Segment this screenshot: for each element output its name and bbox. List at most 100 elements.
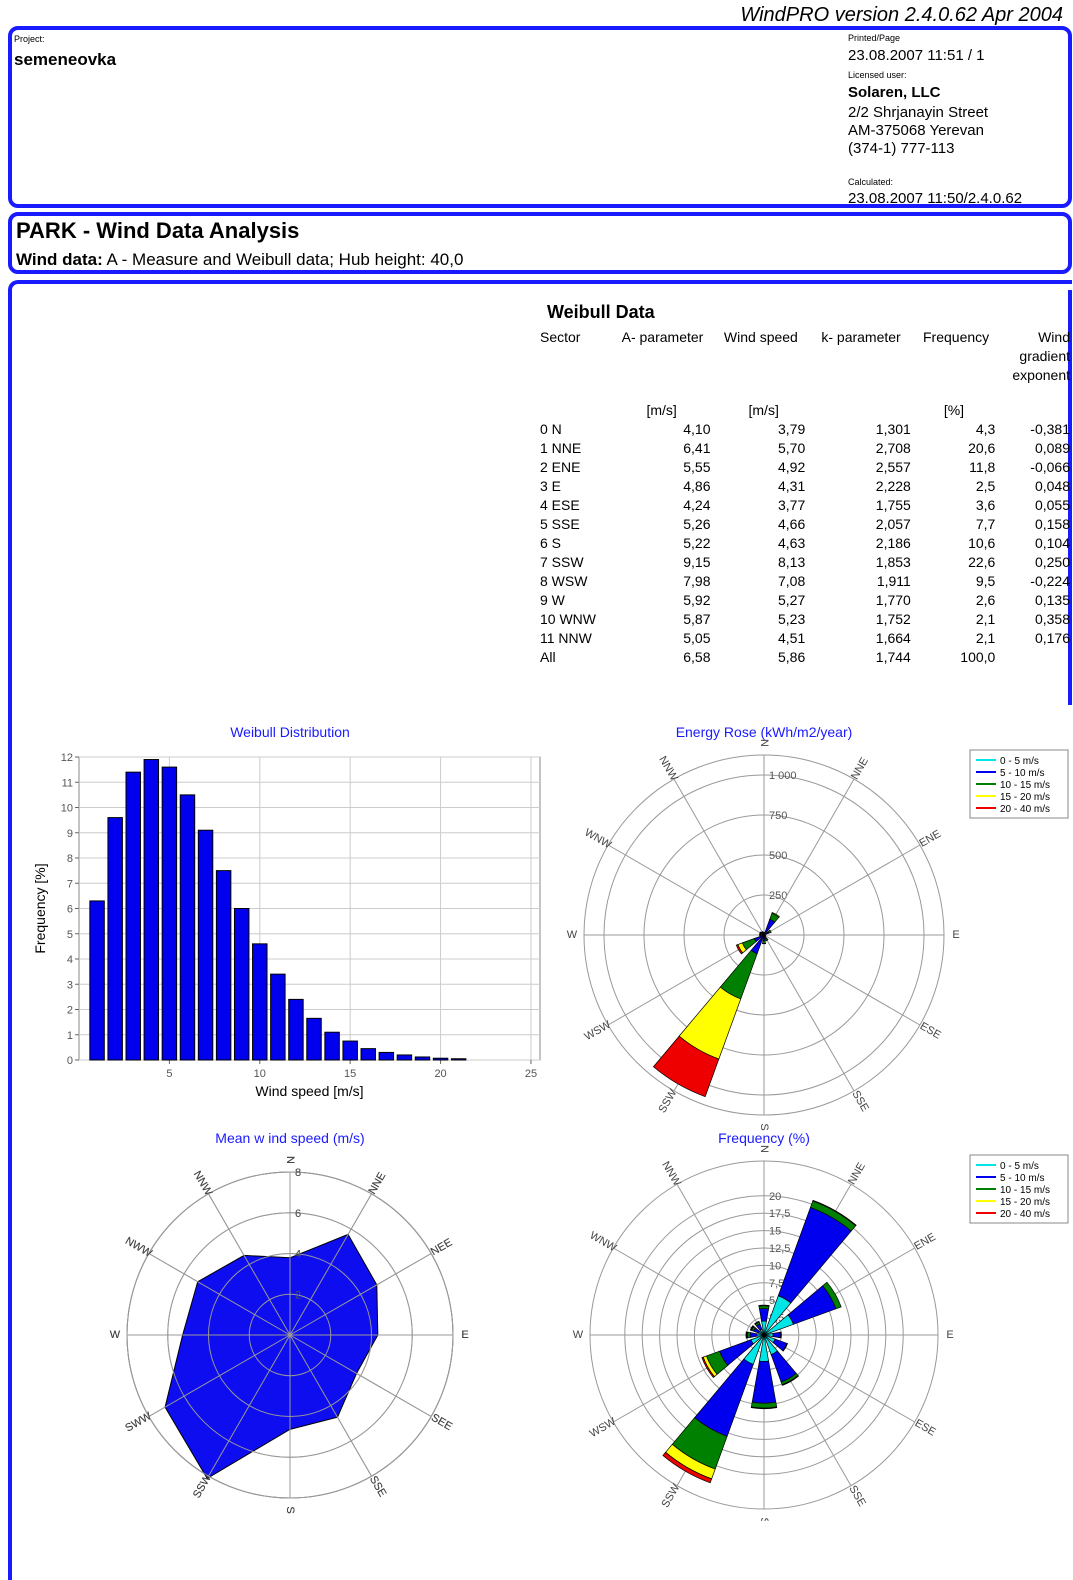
cell: 1,744 bbox=[808, 648, 914, 667]
cell: 4 ESE bbox=[537, 496, 611, 515]
bar bbox=[198, 830, 212, 1060]
direction-label: NNW bbox=[659, 1159, 683, 1188]
r-tick-label: 12,5 bbox=[769, 1243, 790, 1255]
chart-title: Mean w ind speed (m/s) bbox=[215, 1130, 364, 1146]
cell: 1,755 bbox=[808, 496, 914, 515]
legend-label: 20 - 40 m/s bbox=[1000, 804, 1050, 815]
wind-text: A - Measure and Weibull data; Hub height… bbox=[107, 250, 464, 269]
y-tick-label: 11 bbox=[62, 777, 73, 789]
address-line: (374-1) 777-113 bbox=[848, 140, 988, 158]
direction-label: NNW bbox=[191, 1169, 215, 1198]
cell: 2,057 bbox=[808, 515, 914, 534]
x-tick-label: 10 bbox=[254, 1068, 266, 1080]
direction-label: SWW bbox=[123, 1410, 154, 1435]
cell: 7,08 bbox=[714, 572, 809, 591]
cell: 5,70 bbox=[714, 439, 809, 458]
legend-label: 10 - 15 m/s bbox=[1000, 1185, 1050, 1196]
x-axis-label: Wind speed [m/s] bbox=[255, 1083, 363, 1099]
bar bbox=[343, 1041, 357, 1060]
bar bbox=[271, 974, 285, 1060]
direction-label: S bbox=[284, 1506, 296, 1513]
direction-label: W bbox=[567, 929, 578, 941]
x-tick-label: 5 bbox=[166, 1068, 172, 1080]
direction-label: SSE bbox=[367, 1474, 388, 1499]
legend-label: 0 - 5 m/s bbox=[1000, 1161, 1039, 1172]
direction-label: SSW bbox=[659, 1482, 682, 1510]
bar bbox=[325, 1032, 339, 1060]
column-header: Wind speed bbox=[714, 328, 809, 401]
cell: 4,92 bbox=[714, 458, 809, 477]
direction-label: WSW bbox=[588, 1415, 619, 1440]
section-title: PARK - Wind Data Analysis bbox=[16, 218, 299, 244]
column-header: Sector bbox=[537, 328, 611, 401]
cell: 0,358 bbox=[998, 610, 1073, 629]
cell: 4,66 bbox=[714, 515, 809, 534]
direction-label: N bbox=[758, 1145, 770, 1153]
r-tick-label: 10 bbox=[769, 1260, 781, 1272]
cell: 1,853 bbox=[808, 553, 914, 572]
cell: 8,13 bbox=[714, 553, 809, 572]
cell: 5,86 bbox=[714, 648, 809, 667]
cell: 10 WNW bbox=[537, 610, 611, 629]
cell: 4,24 bbox=[611, 496, 713, 515]
cell: 1,770 bbox=[808, 591, 914, 610]
direction-label: NEE bbox=[429, 1237, 455, 1259]
cell: 100,0 bbox=[914, 648, 998, 667]
cell: -0,224 bbox=[998, 572, 1073, 591]
direction-label: E bbox=[952, 929, 959, 941]
y-axis-label: Frequency [%] bbox=[32, 863, 48, 953]
cell: 1,752 bbox=[808, 610, 914, 629]
cell: 0,250 bbox=[998, 553, 1073, 572]
cell: All bbox=[537, 648, 611, 667]
rose-segment bbox=[773, 1332, 781, 1338]
rose-segment bbox=[759, 1305, 769, 1306]
direction-label: E bbox=[946, 1329, 953, 1341]
r-tick-label: 20 bbox=[769, 1191, 781, 1203]
rose-segment bbox=[752, 1361, 776, 1403]
wind-label: Wind data: bbox=[16, 250, 103, 269]
legend-label: 5 - 10 m/s bbox=[1000, 1173, 1044, 1184]
units-row: [m/s][m/s][%] bbox=[537, 401, 1073, 420]
version: WindPRO version 2.4.0.62 Apr 2004 bbox=[740, 4, 1063, 27]
bar bbox=[451, 1059, 465, 1060]
direction-label: W bbox=[110, 1329, 121, 1341]
cell: 2,5 bbox=[914, 477, 998, 496]
direction-label: NNW bbox=[656, 754, 680, 783]
cell: 22,6 bbox=[914, 553, 998, 572]
printed: 23.08.2007 11:51 / 1 bbox=[848, 47, 985, 64]
chart-title: Frequency (%) bbox=[718, 1130, 810, 1146]
cell: 2,557 bbox=[808, 458, 914, 477]
direction-label: NNE bbox=[849, 756, 871, 782]
bar bbox=[379, 1052, 393, 1060]
direction-label: N bbox=[758, 739, 770, 747]
bar bbox=[289, 999, 303, 1060]
cell: 0,104 bbox=[998, 534, 1073, 553]
y-tick-label: 10 bbox=[61, 803, 73, 815]
cell: 4,3 bbox=[914, 420, 998, 439]
r-tick-label: 8 bbox=[295, 1167, 301, 1179]
label: Project: bbox=[14, 34, 45, 44]
cell: 2,186 bbox=[808, 534, 914, 553]
cell: 4,51 bbox=[714, 629, 809, 648]
cell: 1,911 bbox=[808, 572, 914, 591]
direction-label: WSW bbox=[583, 1018, 614, 1043]
bar bbox=[397, 1055, 411, 1060]
cell: 20,6 bbox=[914, 439, 998, 458]
bar bbox=[108, 818, 122, 1060]
direction-label: ESE bbox=[913, 1417, 938, 1438]
cell: 0,089 bbox=[998, 439, 1073, 458]
x-tick-label: 15 bbox=[344, 1068, 356, 1080]
cell: 7 SSW bbox=[537, 553, 611, 572]
cell: 0,176 bbox=[998, 629, 1073, 648]
cell: 2,1 bbox=[914, 629, 998, 648]
